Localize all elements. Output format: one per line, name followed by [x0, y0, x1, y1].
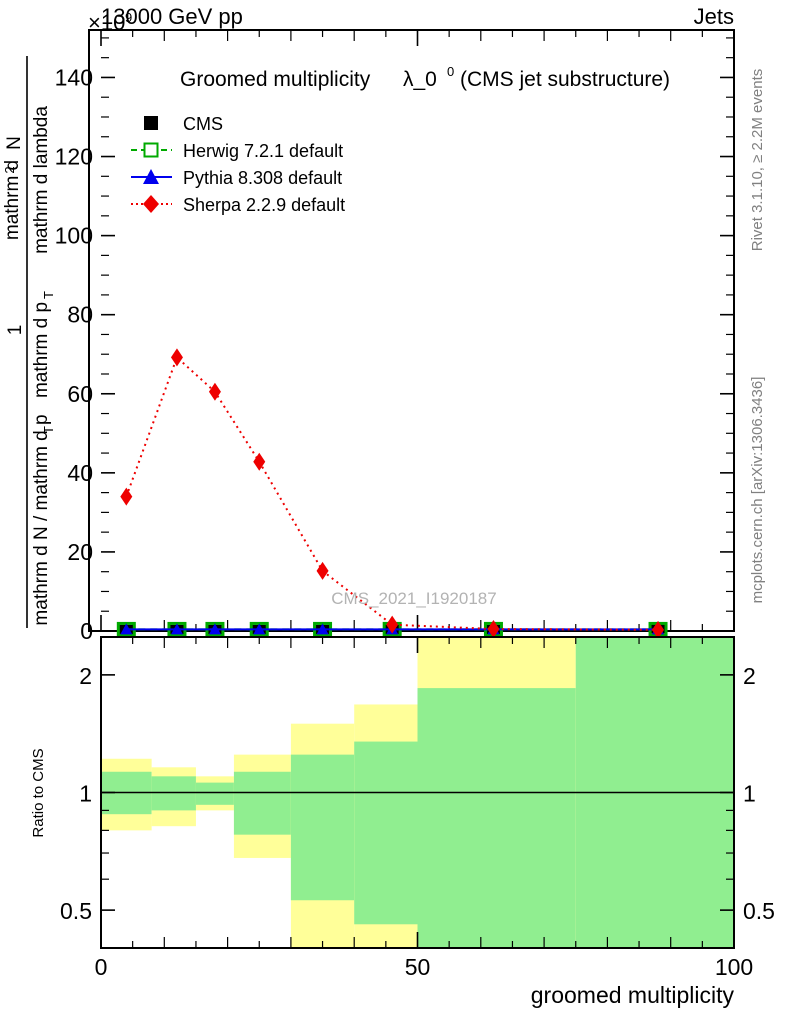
- main-panel-frame: [88, 29, 735, 632]
- data-point: [316, 561, 329, 580]
- ratio-band-inner: [354, 741, 418, 925]
- data-point: [208, 623, 221, 635]
- ratio-band-inner: [151, 776, 196, 811]
- plot-title: Groomed multiplicity λ_0 0 (CMS jet subs…: [180, 64, 670, 91]
- y-tick-label: 40: [67, 460, 93, 486]
- marker-filled-diamond-icon: [120, 487, 133, 506]
- x-axis-title: groomed multiplicity: [531, 982, 735, 1008]
- marker-filled-diamond-icon: [386, 615, 399, 634]
- ratio-y-tick-label-left: 2: [79, 663, 92, 689]
- data-series-layer: [116, 348, 668, 639]
- y-tick-label: 100: [55, 223, 93, 249]
- y-axis-multiplier-exponent: 9: [125, 10, 132, 25]
- x-tick-label: 50: [405, 954, 431, 980]
- data-point: [208, 382, 221, 401]
- marker-filled-diamond-icon: [253, 452, 266, 471]
- final-state-label: Jets: [694, 4, 734, 29]
- plot-title-suffix: (CMS jet substructure): [460, 68, 670, 91]
- plot-title-observable-exponent: 0: [447, 64, 454, 79]
- y-axis-denominator-subscript: T: [41, 291, 56, 299]
- ratio-y-axis-title: Ratio to CMS: [30, 748, 47, 837]
- data-point: [386, 615, 399, 634]
- y-axis-denominator-prefix-subscript: T: [41, 426, 56, 434]
- marker-filled-triangle-icon: [170, 623, 183, 635]
- marker-filled-triangle-icon: [208, 623, 221, 635]
- ratio-band-inner: [195, 782, 234, 805]
- ratio-y-tick-label-left: 1: [79, 781, 92, 807]
- ratio-y-tick-label-right: 1: [743, 781, 756, 807]
- marker-filled-diamond-icon: [170, 348, 183, 367]
- ratio-band-inner: [290, 754, 355, 901]
- plot-title-main: Groomed multiplicity: [180, 68, 371, 91]
- rivet-version-note: Rivet 3.1.10, ≥ 2.2M events: [749, 69, 766, 252]
- legend-entry-sherpa[interactable]: Sherpa 2.2.9 default: [131, 195, 345, 215]
- marker-filled-diamond-icon: [316, 561, 329, 580]
- main-y-axis: 0 20 40 60 80 100 120 140: [55, 37, 734, 644]
- x-axis-tick-labels: 0 50 100: [95, 954, 754, 980]
- y-tick-label: 80: [67, 302, 93, 328]
- y-tick-label: 120: [55, 144, 93, 170]
- analysis-watermark: CMS_2021_I1920187: [331, 589, 496, 608]
- data-point: [120, 487, 133, 506]
- ratio-y-tick-label-right: 2: [743, 663, 756, 689]
- legend-entry-pythia[interactable]: Pythia 8.308 default: [131, 168, 342, 188]
- legend-entry-cms[interactable]: CMS: [144, 114, 223, 134]
- series-sherpa: [120, 348, 665, 639]
- y-axis-numerator: mathrm d: [2, 160, 23, 240]
- marker-filled-diamond-icon: [652, 620, 665, 639]
- data-point: [316, 623, 329, 635]
- legend-label-sherpa: Sherpa 2.2.9 default: [183, 195, 345, 215]
- y-axis-numerator-exponent: 2: [2, 166, 17, 173]
- y-axis-numerator-tail: N: [4, 136, 25, 150]
- series-line: [125, 355, 659, 631]
- marker-filled-diamond-icon: [208, 382, 221, 401]
- data-point: [253, 623, 266, 635]
- data-point: [120, 623, 133, 635]
- legend-label-cms: CMS: [183, 114, 223, 134]
- collision-energy-label: 13000 GeV pp: [101, 4, 243, 29]
- ratio-band-inner: [417, 688, 576, 948]
- y-axis-denominator-prefix: mathrm d N / mathrm d p: [31, 414, 52, 625]
- mcplots-reference-note: mcplots.cern.ch [arXiv:1306.3436]: [749, 377, 766, 604]
- marker-filled-triangle-icon: [120, 623, 133, 635]
- x-tick-label: 0: [95, 954, 108, 980]
- ratio-y-axis-title-group: Ratio to CMS: [30, 748, 47, 837]
- legend-marker-filled-square-icon: [144, 116, 158, 130]
- marker-filled-triangle-icon: [316, 623, 329, 635]
- data-point: [652, 620, 665, 639]
- legend: CMS Herwig 7.2.1 default Pythia 8.308 de…: [131, 114, 345, 215]
- marker-filled-diamond-icon: [487, 620, 500, 639]
- marker-filled-triangle-icon: [253, 623, 266, 635]
- x-tick-label: 100: [715, 954, 753, 980]
- ratio-y-tick-label-right: 0.5: [743, 898, 775, 924]
- legend-marker-open-square-icon: [143, 142, 159, 158]
- plot-title-observable: λ_0: [403, 68, 437, 91]
- y-axis-denominator-tail: mathrm d lambda: [31, 106, 52, 254]
- y-tick-label: 140: [55, 64, 93, 90]
- legend-entry-herwig[interactable]: Herwig 7.2.1 default: [131, 141, 343, 161]
- ratio-band-inner: [233, 771, 291, 835]
- y-tick-label: 20: [67, 539, 93, 565]
- y-axis-denominator: mathrm d p: [31, 302, 52, 398]
- mcplots-reference-note-group: mcplots.cern.ch [arXiv:1306.3436]: [749, 377, 766, 604]
- data-point: [487, 620, 500, 639]
- y-tick-label: 0: [80, 618, 93, 644]
- ratio-y-axis: 0.5 0.5 1 1 2 2: [60, 663, 775, 949]
- y-axis-numerator-prefix: 1: [5, 325, 26, 336]
- data-point: [170, 348, 183, 367]
- ratio-y-tick-label-left: 0.5: [60, 898, 92, 924]
- y-tick-label: 60: [67, 381, 93, 407]
- data-point: [253, 452, 266, 471]
- legend-marker-filled-diamond-icon: [143, 195, 159, 213]
- ratio-x-axis: [100, 637, 735, 948]
- rivet-version-note-group: Rivet 3.1.10, ≥ 2.2M events: [749, 69, 766, 252]
- legend-label-herwig: Herwig 7.2.1 default: [183, 141, 343, 161]
- legend-label-pythia: Pythia 8.308 default: [183, 168, 342, 188]
- legend-marker-filled-triangle-icon: [143, 169, 159, 184]
- y-axis-title: 1 mathrm d 2 N mathrm d N / mathrm d p T…: [2, 56, 56, 628]
- data-point: [170, 623, 183, 635]
